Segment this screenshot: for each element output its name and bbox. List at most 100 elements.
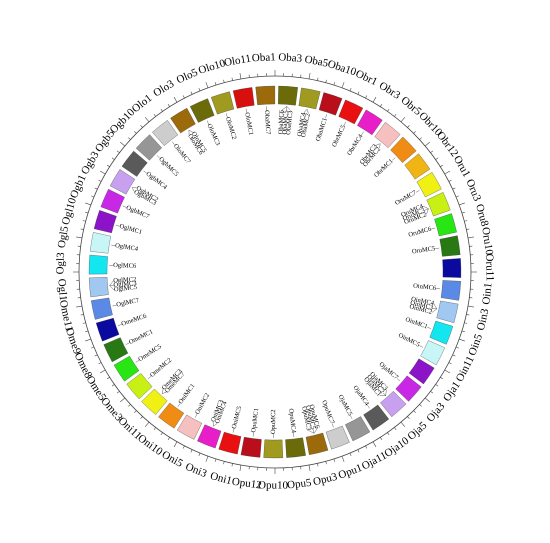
chromosome-label: Oin11 (454, 354, 477, 384)
gene-label: OruMC7 (394, 189, 419, 207)
tick (111, 384, 115, 387)
gene-link (109, 285, 115, 291)
chromosome-label: Oba5 (304, 53, 330, 69)
chromosome-block (89, 232, 112, 254)
tick (116, 150, 120, 153)
tick (239, 73, 242, 80)
chromosome-label: Oba10 (326, 58, 358, 79)
chromosome-block (158, 402, 185, 429)
tick (128, 137, 131, 140)
tick (239, 464, 242, 471)
chromosome-block (345, 416, 371, 442)
tick (387, 432, 390, 436)
chromosome-label: Oru10 (479, 226, 495, 256)
gene-link (161, 389, 164, 394)
tick (140, 125, 143, 128)
chromosome-block (426, 192, 451, 217)
tick (99, 369, 106, 374)
gene-label: OmeMC5 (137, 343, 163, 363)
tick (372, 441, 377, 448)
tick (317, 77, 319, 81)
chromosome-block (436, 300, 459, 323)
gene-link (112, 304, 117, 307)
tick (182, 445, 185, 449)
tick (448, 179, 452, 182)
chromosome-label: Opu12 (231, 476, 262, 492)
gene-label: OjaMC5 (337, 394, 354, 417)
gene-label: ObaMC3 (285, 110, 294, 135)
chromosome-label: Ogl5 (56, 225, 71, 249)
gene-link (232, 428, 235, 433)
chromosome-block (100, 188, 125, 214)
tick (341, 456, 345, 462)
chromosome-block (357, 109, 383, 136)
chromosome-label: Obr12 (434, 129, 460, 159)
chromosome-label: Oba3 (278, 51, 303, 65)
tick (400, 117, 406, 123)
tick (98, 179, 102, 182)
chromosome-label: Ogl10 (60, 196, 79, 226)
gene-link (385, 389, 387, 396)
tick (448, 362, 452, 365)
gene-label: ObaMC7 (263, 110, 271, 135)
gene-label: OgbMC5 (157, 156, 179, 178)
chromosome-label: Oja11 (360, 450, 389, 473)
chromosome-block (135, 134, 162, 161)
chromosome-block (416, 172, 442, 198)
tick (308, 73, 311, 80)
gene-label: OloMC2 (224, 116, 237, 140)
gene-link (431, 308, 437, 313)
tick (76, 305, 83, 308)
chromosome-block (210, 91, 235, 115)
tick (317, 463, 319, 467)
tick (231, 463, 233, 467)
chromosome-label: Oin5 (466, 332, 485, 357)
gene-link (161, 392, 167, 394)
chromosome-label: Obr1 (354, 68, 380, 88)
chromosome-block (338, 99, 364, 125)
tick (82, 322, 86, 324)
tick (82, 220, 86, 222)
tick (85, 330, 89, 333)
tick (464, 322, 468, 324)
tick (205, 82, 209, 88)
chromosome-block (440, 280, 461, 301)
tick (357, 91, 360, 95)
tick (182, 95, 185, 99)
tick (430, 391, 434, 394)
gene-link (156, 155, 160, 159)
tick (223, 79, 225, 83)
gene-label: ObrMC5 (331, 124, 347, 148)
tick (452, 187, 456, 190)
chromosome-label: Oni3 (184, 461, 209, 480)
gene-link (422, 205, 429, 209)
gene-label: OmeMC1 (128, 328, 154, 346)
tick (455, 195, 459, 198)
tick-ring (78, 75, 472, 469)
gene-link (177, 403, 181, 407)
gene-label: OglMC6 (113, 262, 137, 270)
tick (333, 82, 336, 86)
chromosome-block (325, 425, 350, 450)
gene-link (325, 114, 327, 119)
chromosome-label: Ogl1 (55, 278, 69, 301)
gene-link (433, 303, 437, 310)
tick (153, 113, 156, 117)
chromosome-label: Oin1 (480, 282, 494, 305)
tick (444, 369, 451, 374)
chromosome-block (374, 122, 401, 148)
gene-link (245, 108, 247, 113)
chromosome-block (141, 388, 168, 415)
chromosome-block (93, 210, 117, 234)
tick (424, 141, 430, 147)
chromosome-label: Ome8 (72, 351, 95, 381)
tick (128, 404, 131, 407)
gene-label: OloMC7 (172, 143, 192, 166)
tick (452, 354, 456, 357)
tick (400, 421, 406, 427)
chromosome-block (404, 153, 431, 180)
gene-link (367, 404, 370, 409)
chromosome-label: Oba1 (252, 51, 276, 64)
tick (120, 141, 126, 147)
